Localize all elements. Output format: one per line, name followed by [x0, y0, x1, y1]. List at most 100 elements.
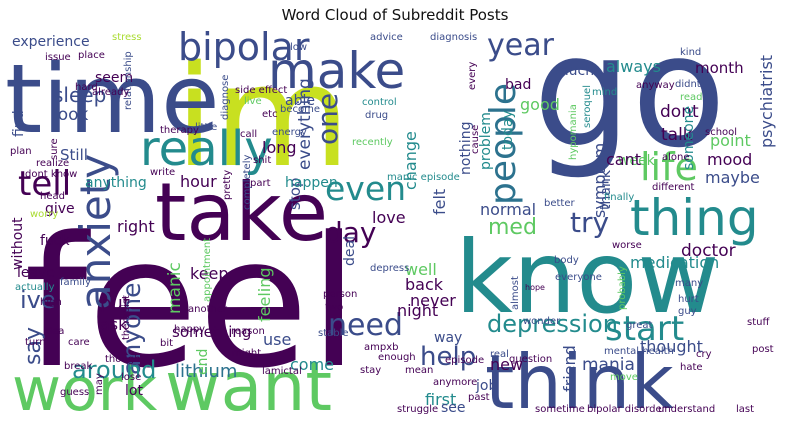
word-well: well [405, 260, 437, 279]
word-side-effect: side effect [235, 85, 287, 96]
word-end: end [195, 349, 211, 375]
word-cry: cry [696, 349, 712, 360]
word-plan: plan [10, 146, 32, 157]
word-finally: finally [604, 192, 634, 203]
word-thing: thing [630, 189, 759, 247]
word-ampxb: ampxb [364, 342, 398, 353]
word-question: question [509, 354, 552, 365]
word-without: without [10, 217, 26, 270]
word-day: day [325, 216, 377, 249]
word-write: write [150, 167, 175, 178]
word-always: always [606, 57, 661, 76]
word-therapy: therapy [160, 125, 199, 136]
word-someone: someone [681, 106, 697, 170]
word-live: live [244, 96, 262, 107]
word-fuck: fuck [40, 233, 70, 249]
word-everything: everything [295, 78, 315, 170]
word-put: put [100, 293, 130, 314]
word-almost: almost [510, 276, 521, 310]
word-guy: guy [678, 306, 697, 317]
word-every: every [467, 62, 478, 90]
word-see: see [441, 400, 466, 416]
word-work: work [12, 355, 157, 425]
word-ive: ive [20, 286, 56, 314]
word-friend: friend [560, 345, 579, 392]
word-thank: thank [598, 169, 614, 210]
word-might: might [232, 348, 261, 359]
word-enough: enough [378, 352, 416, 363]
word-use: use [263, 330, 291, 349]
word-seroquel: seroquel [582, 85, 593, 128]
word-didnt: didnt [675, 79, 701, 90]
word-body: body [554, 255, 579, 266]
word-two: two [325, 302, 343, 313]
word-stay: stay [360, 365, 381, 376]
word-still: Still [60, 146, 88, 164]
word-cause: cause [470, 125, 481, 154]
word-realize: realize [36, 158, 69, 169]
word-school: school [705, 127, 737, 138]
word-though: though [105, 354, 140, 365]
word-find: find [11, 110, 27, 137]
word-call: call [240, 129, 257, 140]
word-feeling: feeling [255, 267, 274, 322]
word-advice: advice [370, 32, 403, 43]
word-head: head [40, 191, 65, 202]
word-way: way [434, 330, 462, 346]
word-little: little [195, 122, 217, 133]
word-thought: thought [640, 337, 703, 356]
word-diagnosis: diagnosis [430, 32, 477, 43]
word-turn: turn [25, 337, 46, 348]
word-people: people [483, 83, 524, 205]
word-point: point [710, 131, 751, 150]
word-wonder: wonder [523, 316, 561, 327]
word-mean: mean [405, 365, 433, 376]
chart-title: Word Cloud of Subreddit Posts [281, 6, 509, 24]
word-problem: problem [478, 112, 494, 170]
word-something: something [172, 323, 251, 341]
word-stuff: stuff [747, 317, 770, 328]
word-appointment: appointment [202, 238, 213, 302]
word-bad: bad [505, 77, 531, 93]
word-already: already [92, 87, 129, 98]
word-anxiety: anxiety [71, 154, 120, 310]
word-know: know [455, 219, 719, 336]
word-around: around [72, 356, 156, 384]
word-therapist: therapist [121, 295, 132, 340]
word-move: move [610, 372, 638, 383]
word-today: today [500, 110, 516, 150]
word-idea: idea [43, 326, 64, 337]
word-cant: cant [606, 150, 641, 169]
word-need: need [328, 308, 403, 343]
word-go: go [533, 1, 726, 182]
word-depression: depression [487, 310, 618, 338]
word-long: long [262, 138, 297, 157]
word-hope: hope [525, 283, 545, 292]
word-nothing: nothing [458, 122, 474, 175]
word-anyway: anyway [636, 80, 675, 91]
word-shit: shit [253, 155, 271, 166]
word-back: back [405, 275, 444, 294]
word-lot: lot [125, 383, 143, 399]
word-reason: reason [231, 326, 265, 337]
word-maybe: maybe [705, 168, 760, 187]
word-change: change [401, 131, 420, 190]
word-great: great [626, 320, 653, 331]
word-anything: anything [85, 175, 147, 191]
word-lose: lose [121, 372, 141, 383]
word-anyone: anyone [117, 283, 146, 375]
word-never: never [410, 291, 456, 310]
word-hard: hard [75, 82, 98, 93]
word-read: read [680, 92, 703, 103]
word-family: family [60, 277, 91, 288]
word-etc: etc [262, 109, 278, 120]
word-job: job [475, 378, 497, 394]
word-much: much [555, 63, 594, 79]
word-better: better [544, 198, 575, 209]
word-ask: ask [100, 315, 128, 334]
word-low: low [290, 42, 307, 53]
word-recently: recently [352, 137, 393, 148]
word-mental-health: mental health [604, 346, 674, 357]
word-worse: worse [612, 240, 642, 251]
